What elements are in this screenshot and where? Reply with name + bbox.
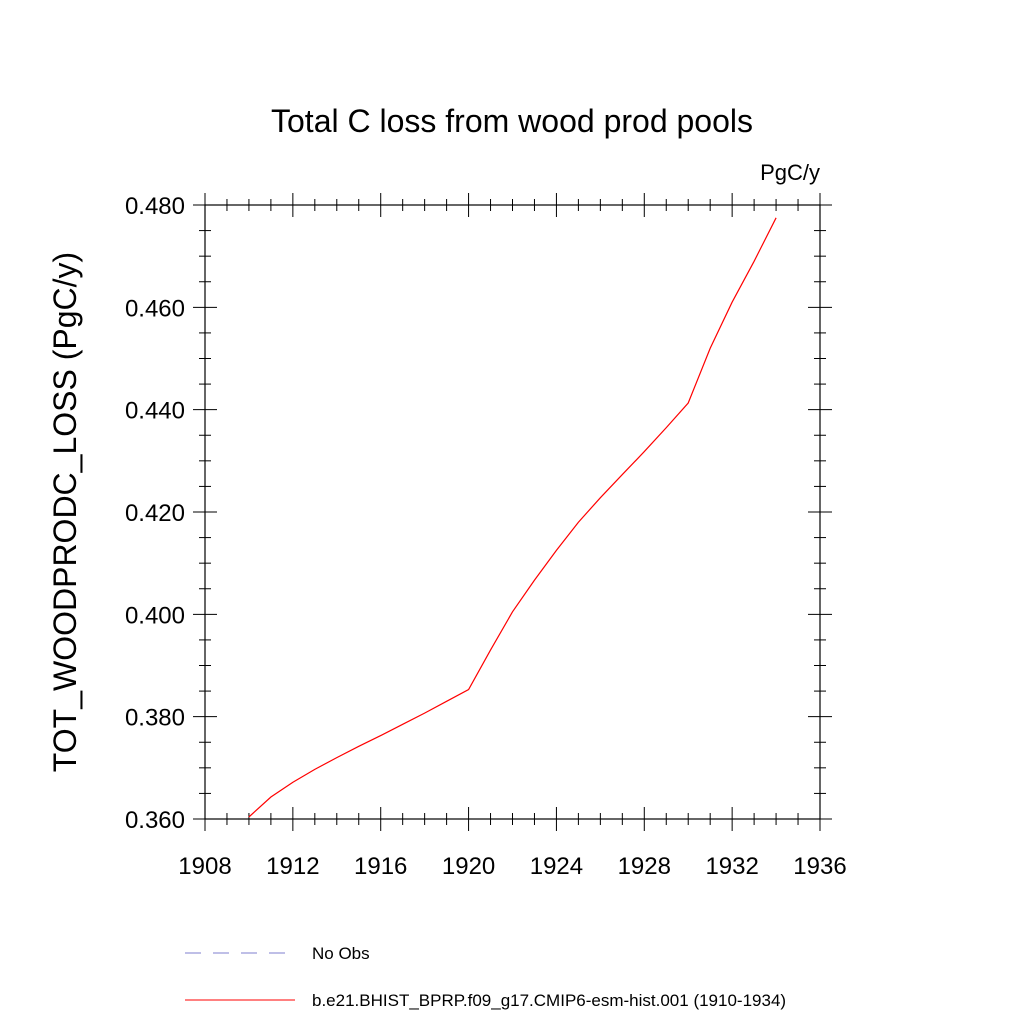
plot-frame [204,204,821,820]
y-tick-labels: 0.360 0.380 0.400 0.420 0.440 0.460 0.480 [125,193,185,834]
y-tick-label: 0.400 [125,602,185,629]
series-line-0 [248,217,777,818]
units-label: PgC/y [760,160,820,185]
legend: No Obs b.e21.BHIST_BPRP.f09_g17.CMIP6-es… [185,944,786,1010]
x-tick-label: 1936 [793,853,846,880]
x-tick-label: 1908 [178,853,231,880]
x-tick-label: 1912 [266,853,319,880]
y-tick-label: 0.460 [125,295,185,322]
x-tick-labels: 1908 1912 1916 1920 1924 1928 1932 1936 [178,853,846,880]
axis-ticks [193,193,832,831]
x-tick-label: 1932 [705,853,758,880]
y-tick-label: 0.380 [125,705,185,732]
x-tick-label: 1928 [618,853,671,880]
x-tick-label: 1916 [354,853,407,880]
chart-title: Total C loss from wood prod pools [271,103,753,139]
x-tick-label: 1924 [530,853,583,880]
series-lines [248,217,777,818]
y-tick-label: 0.360 [125,807,185,834]
legend-label-model-run: b.e21.BHIST_BPRP.f09_g17.CMIP6-esm-hist.… [312,991,786,1010]
x-tick-label: 1920 [442,853,495,880]
y-tick-label: 0.440 [125,398,185,425]
legend-label-no-obs: No Obs [312,944,370,963]
y-axis-label: TOT_WOODPRODC_LOSS (PgC/y) [47,252,83,772]
y-tick-label: 0.420 [125,500,185,527]
y-tick-label: 0.480 [125,193,185,220]
